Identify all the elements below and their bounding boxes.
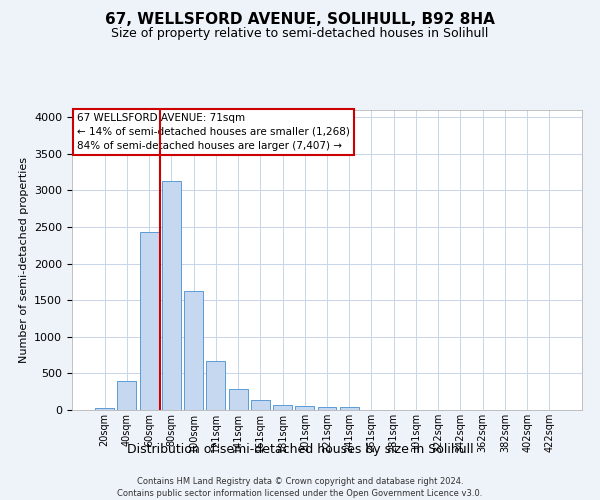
Bar	[95, 408, 114, 410]
Bar	[295, 406, 314, 410]
Text: 67 WELLSFORD AVENUE: 71sqm
← 14% of semi-detached houses are smaller (1,268)
84%: 67 WELLSFORD AVENUE: 71sqm ← 14% of semi…	[77, 113, 350, 151]
Text: Contains public sector information licensed under the Open Government Licence v3: Contains public sector information licen…	[118, 489, 482, 498]
Text: Contains HM Land Registry data © Crown copyright and database right 2024.: Contains HM Land Registry data © Crown c…	[137, 478, 463, 486]
Bar	[118, 380, 136, 410]
Text: Size of property relative to semi-detached houses in Solihull: Size of property relative to semi-detach…	[112, 28, 488, 40]
Bar	[251, 400, 270, 410]
Bar	[273, 405, 292, 410]
Bar	[184, 290, 203, 410]
Bar	[162, 181, 181, 410]
Text: Distribution of semi-detached houses by size in Solihull: Distribution of semi-detached houses by …	[127, 442, 473, 456]
Bar	[206, 361, 225, 410]
Bar	[229, 389, 248, 410]
Text: 67, WELLSFORD AVENUE, SOLIHULL, B92 8HA: 67, WELLSFORD AVENUE, SOLIHULL, B92 8HA	[105, 12, 495, 28]
Y-axis label: Number of semi-detached properties: Number of semi-detached properties	[19, 157, 29, 363]
Bar	[317, 407, 337, 410]
Bar	[140, 232, 158, 410]
Bar	[340, 408, 359, 410]
